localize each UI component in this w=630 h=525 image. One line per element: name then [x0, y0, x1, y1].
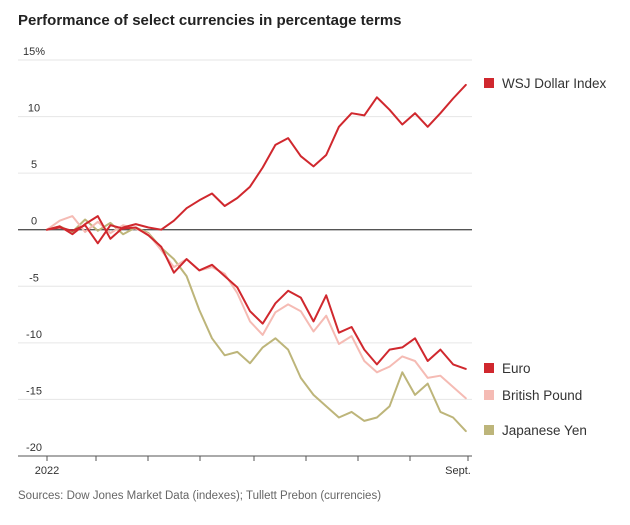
chart-title: Performance of select currencies in perc…	[18, 12, 402, 29]
series-line-wsj-dollar-index	[46, 83, 467, 240]
legend-swatch-euro	[484, 363, 494, 373]
y-tick-label: 15%	[23, 46, 45, 58]
legend-label-japanese-yen: Japanese Yen	[502, 423, 587, 438]
x-tick-label: 2022	[35, 465, 59, 477]
y-tick-label: -5	[29, 272, 39, 284]
y-tick-label: 10	[28, 103, 40, 115]
legend-label-euro: Euro	[502, 361, 531, 376]
y-tick-label: -15	[26, 385, 42, 397]
y-tick-label: 0	[31, 216, 37, 228]
x-tick-label: Sept.	[445, 465, 471, 477]
y-tick-label: -10	[26, 329, 42, 341]
y-tick-label: -20	[26, 442, 42, 454]
legend-swatch-japanese-yen	[484, 425, 494, 435]
legend-label-british-pound: British Pound	[502, 388, 582, 403]
y-tick-label: 5	[31, 159, 37, 171]
legend-label-wsj-dollar-index: WSJ Dollar Index	[502, 76, 607, 91]
legend-swatch-british-pound	[484, 390, 494, 400]
source-note: Sources: Dow Jones Market Data (indexes)…	[18, 490, 382, 502]
series-line-british-pound	[46, 215, 467, 400]
legend-swatch-wsj-dollar-index	[484, 78, 494, 88]
series-line-euro	[46, 224, 467, 370]
